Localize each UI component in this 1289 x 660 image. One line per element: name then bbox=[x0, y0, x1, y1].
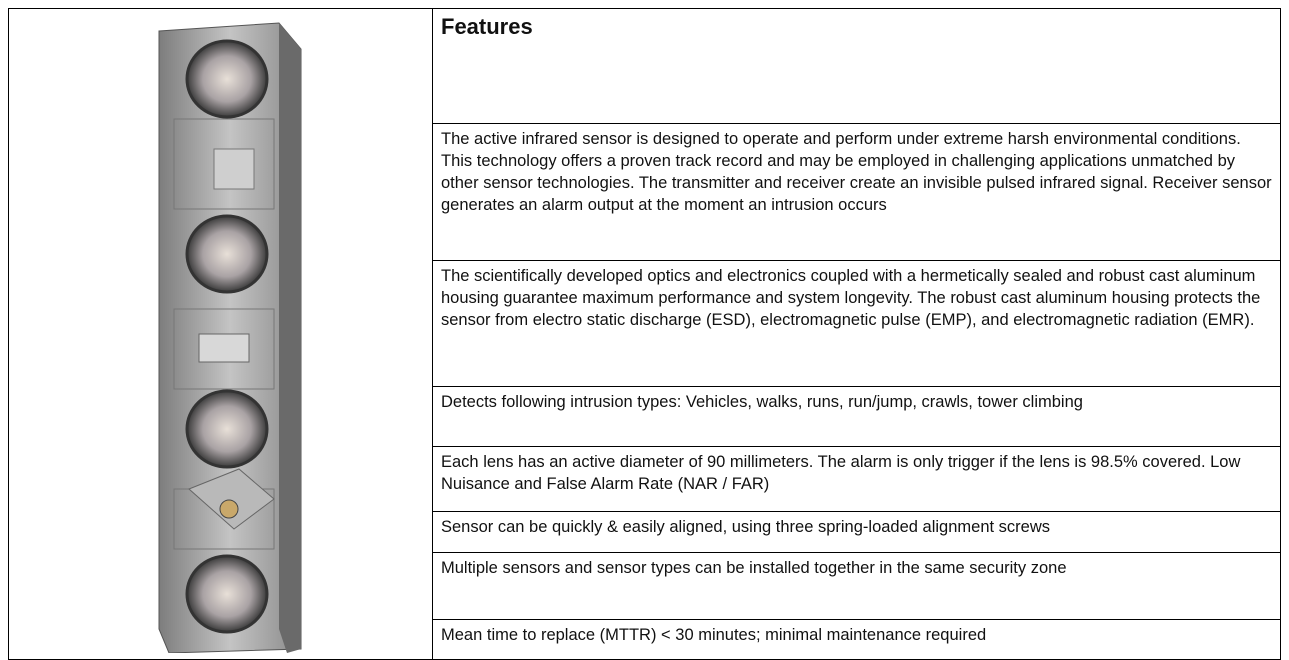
features-title: Features bbox=[432, 8, 1281, 124]
product-image-cell bbox=[8, 8, 433, 660]
feature-text: Detects following intrusion types: Vehic… bbox=[432, 386, 1281, 447]
feature-row: The scientifically developed optics and … bbox=[9, 260, 1281, 387]
feature-text: Mean time to replace (MTTR) < 30 minutes… bbox=[432, 619, 1281, 660]
feature-row: The active infrared sensor is designed t… bbox=[9, 123, 1281, 261]
table-body: Features The active infrared sensor is d… bbox=[8, 8, 1281, 660]
features-table: Features The active infrared sensor is d… bbox=[8, 8, 1281, 660]
feature-row: Multiple sensors and sensor types can be… bbox=[9, 552, 1281, 620]
feature-text: The scientifically developed optics and … bbox=[432, 260, 1281, 387]
feature-row: Each lens has an active diameter of 90 m… bbox=[9, 446, 1281, 512]
feature-row: Sensor can be quickly & easily aligned, … bbox=[9, 511, 1281, 553]
feature-text: The active infrared sensor is designed t… bbox=[432, 123, 1281, 261]
header-row: Features bbox=[8, 8, 1281, 660]
feature-text: Sensor can be quickly & easily aligned, … bbox=[432, 511, 1281, 553]
feature-text: Multiple sensors and sensor types can be… bbox=[432, 552, 1281, 620]
feature-text: Each lens has an active diameter of 90 m… bbox=[432, 446, 1281, 512]
product-image bbox=[158, 22, 302, 654]
